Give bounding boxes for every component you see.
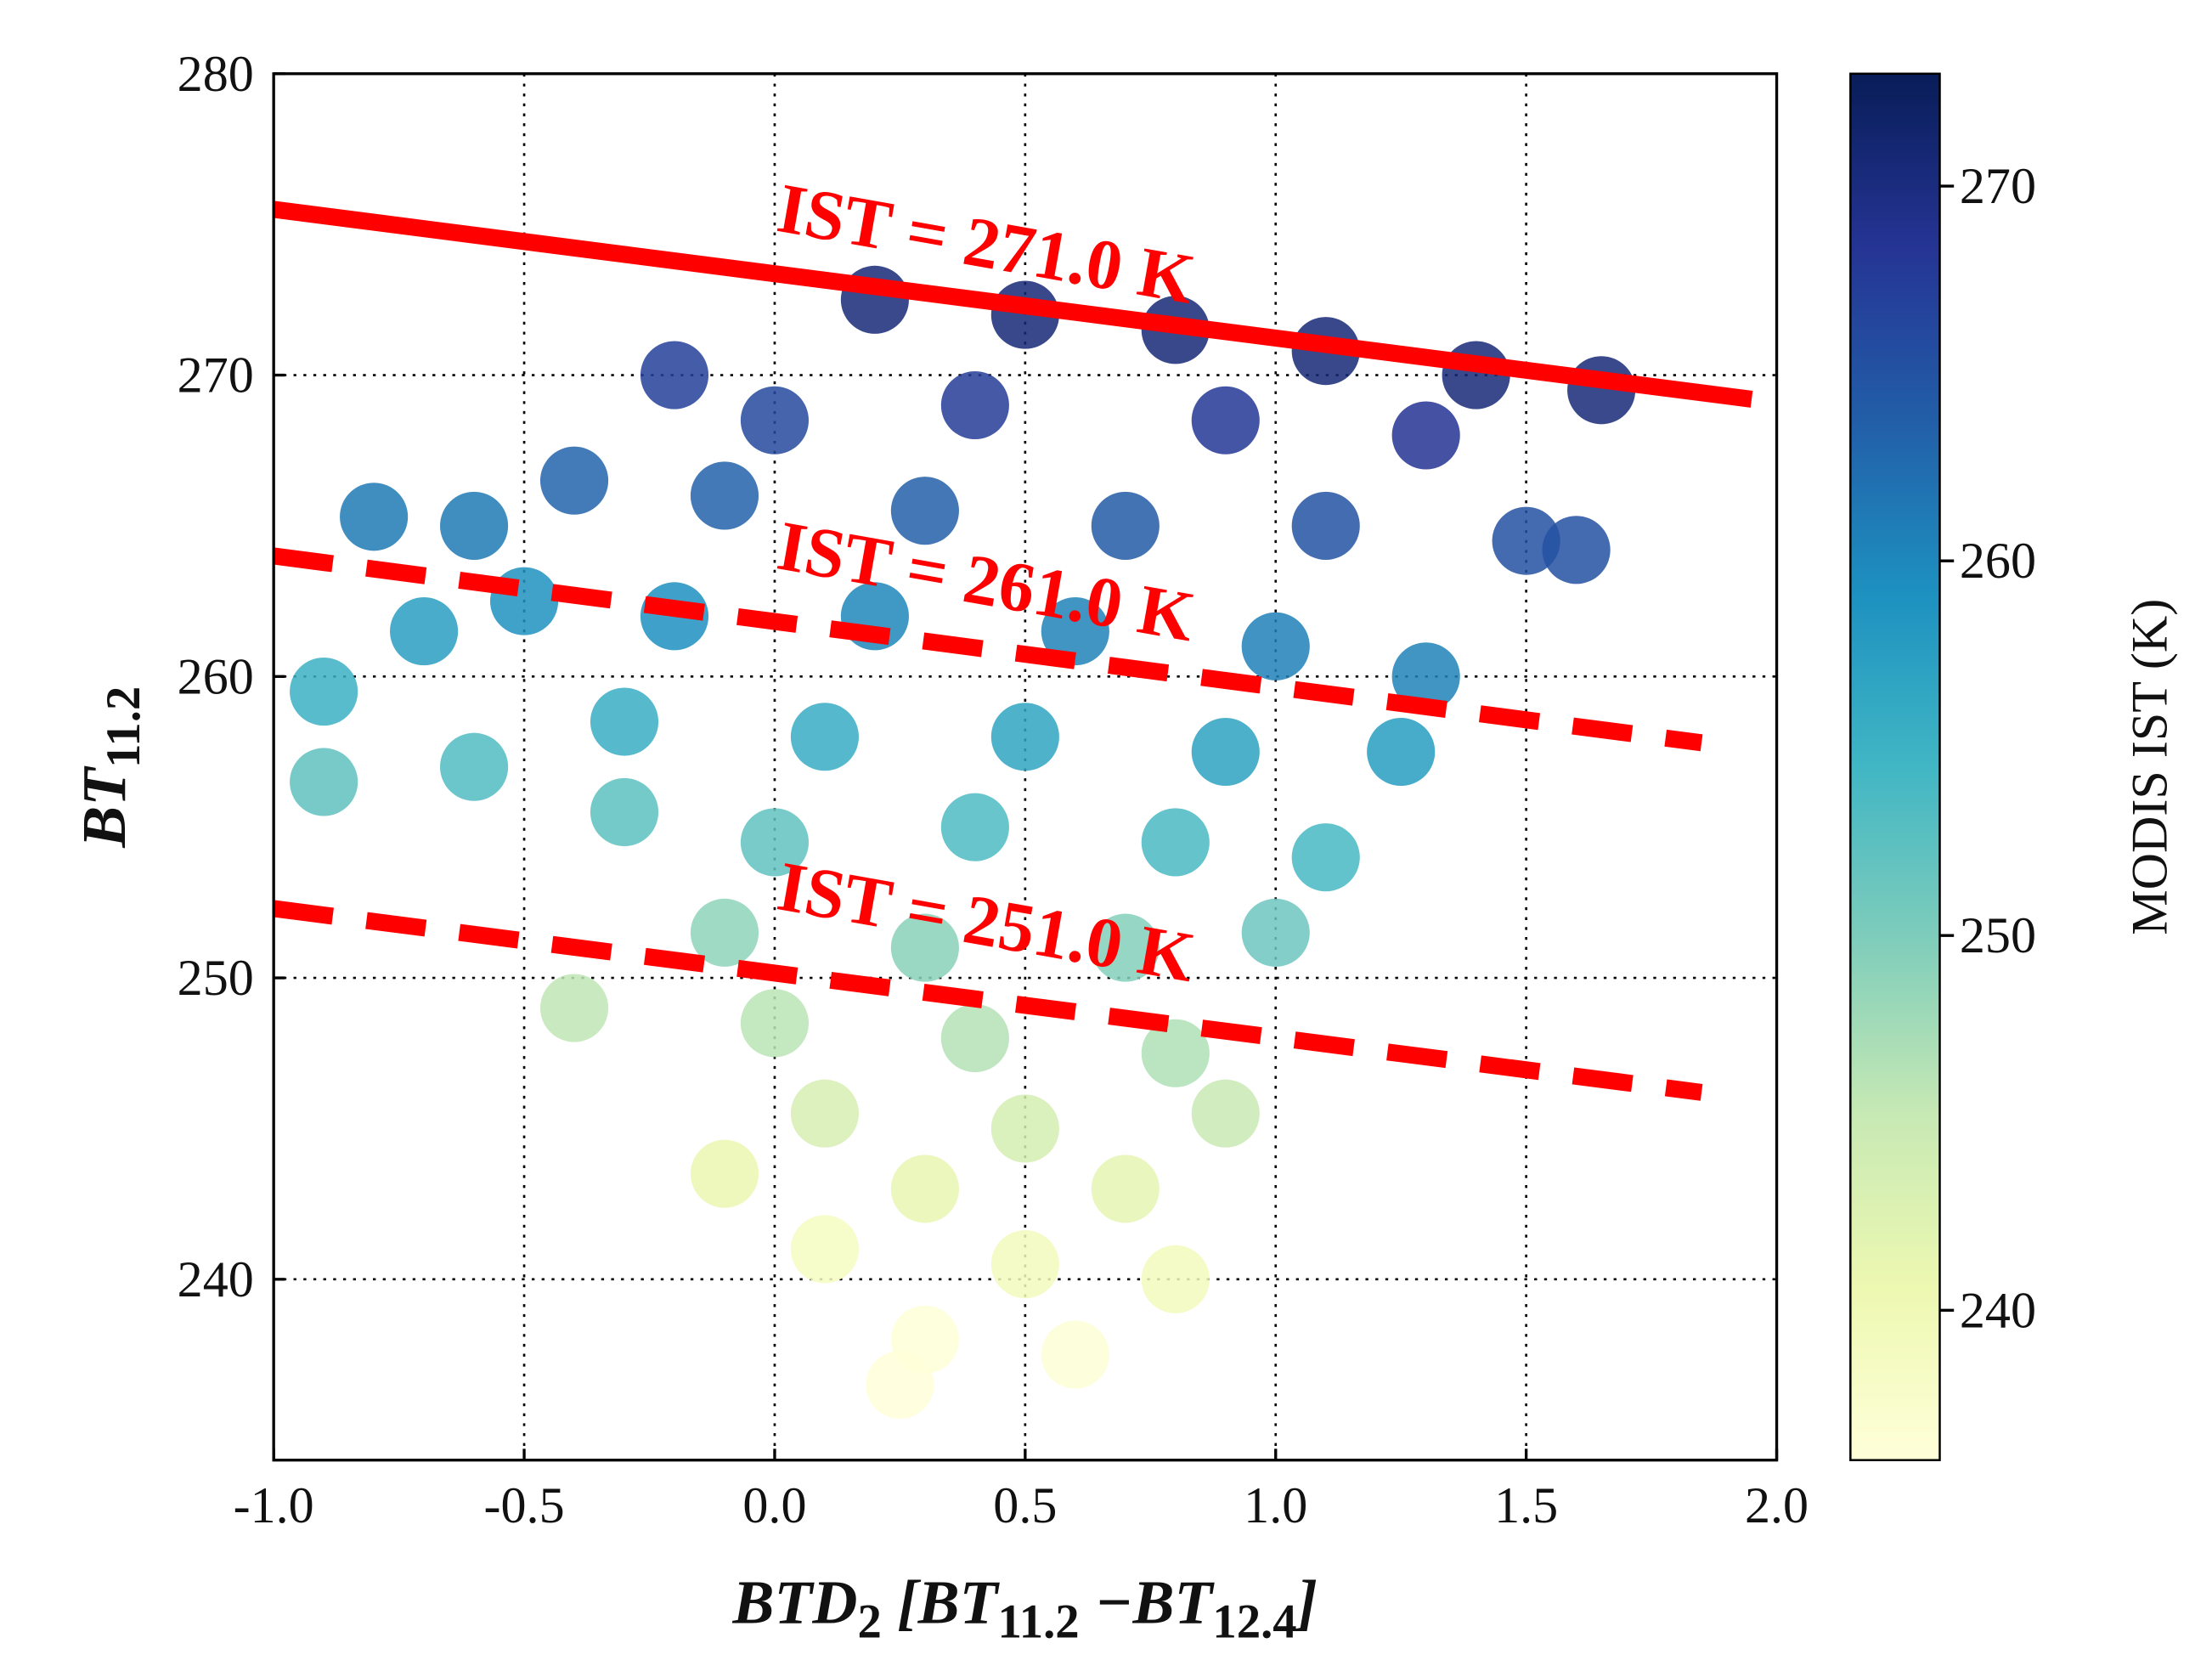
scatter-point [1191, 1079, 1260, 1148]
scatter-point [539, 974, 609, 1042]
scatter-point [1367, 717, 1436, 787]
scatter-point [740, 386, 810, 455]
scatter-point [690, 1139, 759, 1208]
scatter-point [1492, 506, 1560, 575]
y-tick-label: 240 [178, 1251, 254, 1307]
x-axis-label-part: 2 [857, 1595, 881, 1649]
x-axis-label-part: −BT [1080, 1568, 1216, 1637]
colorbar [1849, 72, 1941, 1461]
scatter-point [740, 989, 810, 1058]
scatter-point [290, 657, 358, 726]
scatter-point [640, 341, 709, 409]
scatter-point [590, 777, 659, 846]
x-tick-label: 2.0 [1745, 1477, 1809, 1533]
y-tick-label: 280 [178, 45, 254, 102]
x-tick-label: -0.5 [483, 1477, 564, 1533]
scatter-point [890, 477, 959, 545]
x-axis-label-part: 12.4 [1212, 1595, 1296, 1649]
colorbar-tick-label: 270 [1960, 157, 2036, 214]
scatter-point [539, 446, 609, 515]
scatter-point [1041, 1320, 1109, 1389]
scatter-point [940, 1003, 1009, 1073]
y-axis-label-part: 11.2 [97, 686, 150, 768]
scatter-point [890, 913, 959, 982]
scatter-point [1191, 717, 1260, 787]
scatter-point [440, 491, 509, 560]
scatter-point [1241, 612, 1310, 680]
scatter-point [1141, 1019, 1210, 1087]
scatter-point [1391, 401, 1460, 470]
x-tick-label: 0.0 [742, 1477, 806, 1533]
scatter-point [1091, 1155, 1160, 1223]
scatter-point [290, 748, 358, 816]
scatter-point [990, 1230, 1059, 1299]
x-axis-label-part: BTD [732, 1568, 858, 1637]
scatter-point [690, 898, 759, 967]
scatter-point [1191, 386, 1260, 455]
y-axis-label: BT11.2 [70, 686, 150, 849]
scatter-point [866, 1350, 934, 1420]
scatter-point [390, 597, 459, 666]
colorbar-tick-label: 260 [1960, 532, 2036, 589]
scatter-point [790, 1079, 859, 1148]
scatter-point [990, 1094, 1059, 1163]
y-axis-label-part: BT [70, 765, 138, 849]
scatter-point [1141, 808, 1210, 877]
scatter-point [1291, 491, 1360, 560]
scatter-point [740, 808, 810, 877]
scatter-point [940, 370, 1009, 440]
scatter-point [1542, 516, 1611, 584]
ist-line [272, 200, 1753, 408]
scatter-point [1141, 1245, 1210, 1313]
x-axis-label-part: 11.2 [997, 1595, 1079, 1649]
scatter-point [790, 1215, 859, 1284]
scatter-point [1241, 898, 1310, 967]
y-tick-label: 260 [178, 647, 254, 704]
x-tick-label: 1.5 [1494, 1477, 1558, 1533]
scatter-point [590, 687, 659, 756]
x-tick-label: 0.5 [993, 1477, 1057, 1533]
scatter-point [690, 461, 759, 530]
x-tick-label: 1.0 [1244, 1477, 1307, 1533]
scatter-point [940, 793, 1009, 861]
scatter-point [1091, 913, 1160, 982]
colorbar-tick-label: 240 [1960, 1281, 2036, 1338]
x-tick-label: -1.0 [234, 1477, 314, 1533]
scatter-point [1041, 597, 1109, 666]
colorbar-label: MODIS IST (K) [2121, 599, 2178, 935]
y-tick-label: 270 [178, 347, 254, 404]
ist-line [272, 900, 1703, 1101]
x-axis-label-part: [BT [882, 1568, 1001, 1637]
x-axis-label: BTD2 [BT11.2 −BT12.4] [732, 1568, 1318, 1649]
colorbar-tick-label: 250 [1960, 906, 2036, 963]
scatter-point [1391, 642, 1460, 711]
scatter-point [1291, 823, 1360, 892]
scatter-point [340, 483, 409, 551]
y-tick-label: 250 [178, 949, 254, 1006]
scatter-point [440, 732, 509, 801]
scatter-point [890, 1155, 959, 1223]
scatter-point [1091, 491, 1160, 560]
ist-line [272, 547, 1703, 752]
scatter-point [990, 703, 1059, 771]
x-axis-label-part: ] [1294, 1568, 1318, 1637]
scatter-point [790, 703, 859, 771]
